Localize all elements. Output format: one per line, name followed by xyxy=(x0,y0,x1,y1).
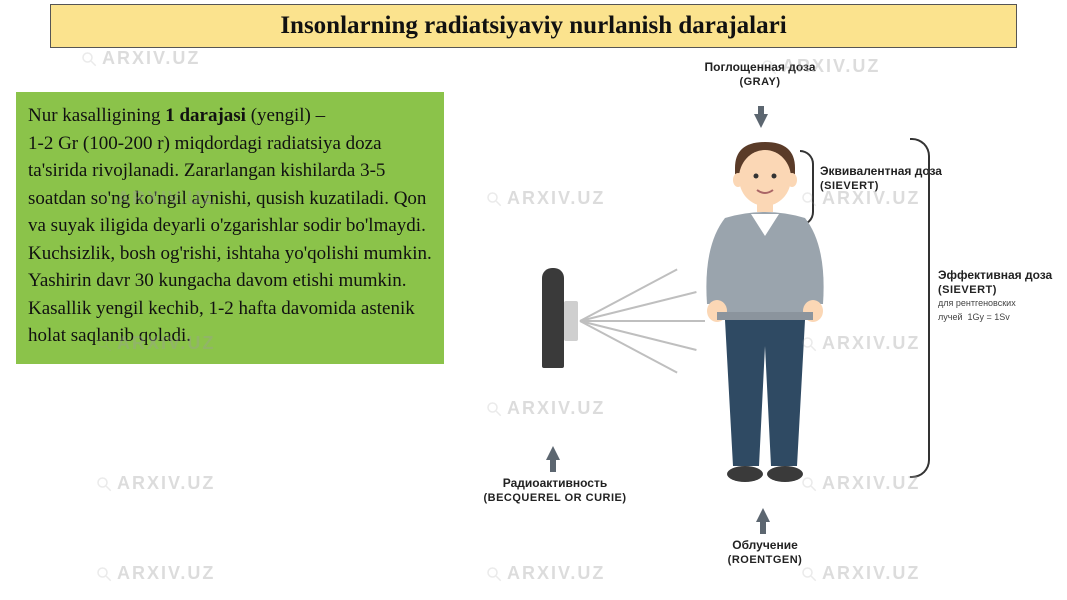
ray-line xyxy=(580,268,678,321)
arrow-down-icon xyxy=(754,114,768,128)
lead-suffix: (yengil) – xyxy=(246,105,325,126)
watermark: ARXIV.UZ xyxy=(95,473,215,494)
ray-line xyxy=(580,291,697,322)
arrow-up-icon xyxy=(546,446,560,460)
title-bar: Insonlarning radiatsiyaviy nurlanish dar… xyxy=(50,4,1017,48)
effective-dose-label: Эффективная доза (SIEVERT) для рентгенов… xyxy=(938,268,1058,323)
watermark: ARXIV.UZ xyxy=(80,48,200,69)
brace-large xyxy=(910,138,930,478)
lead-bold: 1 darajasi xyxy=(165,105,246,126)
description-box: Nur kasalligining 1 darajasi (yengil) – … xyxy=(16,92,444,364)
exposure-label: Облучение (ROENTGEN) xyxy=(690,538,840,566)
body-text: 1-2 Gr (100-200 r) miqdordagi radiatsiya… xyxy=(28,133,432,347)
watermark: ARXIV.UZ xyxy=(95,563,215,584)
arrow-up-icon xyxy=(756,508,770,522)
radiation-source-icon xyxy=(542,268,564,368)
lead-prefix: Nur kasalligining xyxy=(28,105,165,126)
ray-line xyxy=(580,320,678,373)
emitter-icon xyxy=(564,301,578,341)
radioactivity-label: Радиоактивность (BECQUEREL OR CURIE) xyxy=(480,476,630,504)
dose-diagram: Поглощенная доза (GRAY) Эквивалентная до… xyxy=(460,58,1050,588)
ray-line xyxy=(580,320,697,351)
page-title: Insonlarning radiatsiyaviy nurlanish dar… xyxy=(280,12,786,40)
person-icon xyxy=(685,136,845,486)
absorbed-dose-label: Поглощенная доза (GRAY) xyxy=(670,60,850,88)
